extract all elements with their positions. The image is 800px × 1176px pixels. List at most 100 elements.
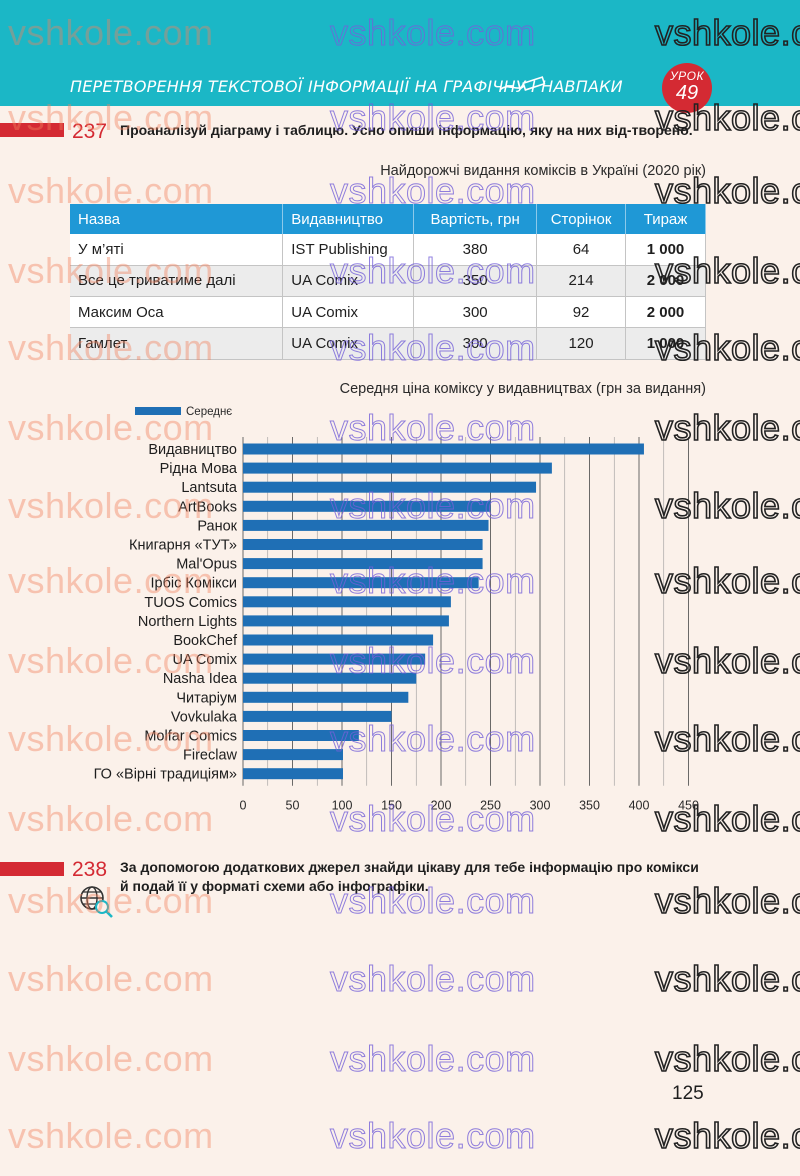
watermark: vshkole.com: [654, 1037, 800, 1080]
bar-chart: 0 50 100 150 200 250 300 350 400 450 Видавництво Рі…: [94, 406, 699, 813]
table-header-row: Назва Видавництво Вартість, грн Сторінок…: [70, 204, 706, 234]
category-label: BookChef: [173, 633, 238, 649]
category-label: Ранок: [197, 518, 237, 534]
table-cell: 1 000: [625, 327, 706, 360]
watermark: vshkole.com: [330, 1038, 536, 1080]
bar: [243, 672, 417, 684]
category-label: Nasha Idea: [163, 671, 238, 687]
task-238-number: 238: [72, 858, 108, 881]
x-tick-label: 450: [678, 799, 699, 813]
task-237-marker: [0, 123, 64, 137]
category-label: Vovkulaka: [171, 709, 238, 725]
table-title: Найдорожчі видання коміксів в Україні (2…: [380, 163, 706, 179]
category-label: Molfar Comics: [144, 729, 237, 745]
bar: [243, 481, 537, 493]
table-cell: IST Publishing: [282, 234, 415, 266]
category-label: Книгарня «ТУТ»: [129, 538, 237, 554]
category-label: Northern Lights: [138, 614, 237, 630]
category-label: TUOS Comics: [144, 595, 237, 611]
page-number: 125: [672, 1083, 704, 1104]
column-header: Сторінок: [536, 204, 627, 234]
table-cell: UA Comix: [282, 327, 415, 360]
watermark: vshkole.com: [330, 1115, 536, 1157]
legend-label: Середнє: [186, 406, 232, 418]
bar: [243, 768, 343, 780]
watermark: vshkole.com: [8, 1115, 214, 1156]
table-row: У м’яті IST Publishing 380 64 1 000: [70, 234, 706, 266]
category-label: Lantsuta: [181, 480, 238, 496]
bar: [243, 500, 491, 512]
table-row: Все це триватиме далі UA Comix 350 214 2…: [70, 265, 706, 298]
column-header: Вартість, грн: [413, 204, 538, 234]
table-cell: 300: [413, 327, 538, 360]
category-label: Fireclaw: [183, 748, 238, 764]
category-label: Видавництво: [148, 442, 237, 458]
table-row: Гамлет UA Comix 300 120 1 000: [70, 327, 706, 360]
bar: [243, 462, 552, 474]
x-tick-label: 300: [530, 799, 551, 813]
x-tick-label: 50: [286, 799, 300, 813]
category-label: UA Comix: [173, 652, 238, 668]
table-row: Максим Оса UA Comix 300 92 2 000: [70, 296, 706, 329]
table-cell: 1 000: [625, 234, 706, 266]
table-cell: Все це триватиме далі: [70, 265, 284, 298]
watermark: vshkole.com: [8, 1038, 214, 1079]
bar: [243, 577, 479, 589]
bar: [243, 710, 392, 722]
bar: [243, 730, 359, 741]
task-238-marker: [0, 862, 64, 876]
watermark: vshkole.com: [8, 958, 214, 999]
column-header: Тираж: [625, 204, 706, 234]
table-cell: UA Comix: [282, 265, 415, 298]
bar: [243, 653, 426, 665]
bar: [243, 519, 489, 531]
table-cell: 380: [413, 234, 538, 266]
bar: [243, 615, 449, 627]
category-label: ArtBooks: [178, 499, 237, 515]
watermark: vshkole.com: [654, 957, 800, 1000]
bar: [243, 749, 343, 761]
bar: [243, 443, 644, 455]
x-tick-label: 150: [381, 799, 402, 813]
table-cell: 300: [413, 296, 538, 329]
comics-table: Назва Видавництво Вартість, грн Сторінок…: [70, 204, 706, 360]
lesson-number: 49: [675, 82, 699, 104]
bar: [243, 596, 451, 608]
category-label: ГО «Вірні традиціям»: [94, 767, 237, 783]
table-cell: UA Comix: [282, 296, 415, 329]
table-cell: 64: [536, 234, 627, 266]
pencil-icon: [499, 76, 546, 91]
lesson-badge: УРОК 49: [662, 63, 712, 113]
section-title: ПЕРЕТВОРЕННЯ ТЕКСТОВОЇ ІНФОРМАЦІЇ НА ГРА…: [70, 77, 623, 96]
bar: [243, 691, 409, 703]
category-label: Рідна Мова: [160, 461, 238, 477]
lesson-word: УРОК: [669, 69, 705, 83]
bar: [243, 539, 483, 550]
table-cell: 2 000: [625, 265, 706, 298]
table-cell: 214: [536, 265, 627, 298]
x-tick-label: 250: [480, 799, 501, 813]
watermark: vshkole.com: [330, 958, 536, 1000]
category-label: Mal'Opus: [176, 557, 237, 573]
globe-search-icon: [80, 886, 113, 918]
task-237-number: 237: [72, 120, 108, 143]
x-tick-label: 0: [240, 799, 247, 813]
chart-title: Середня ціна коміксу у видавництвах (грн…: [339, 381, 706, 397]
bar: [243, 634, 434, 646]
table-cell: 120: [536, 327, 627, 360]
legend-swatch: [135, 407, 181, 415]
task-237-text: Проаналізуй діаграму і таблицю. Усно опи…: [120, 122, 693, 138]
category-label: Ірбіс Комікси: [151, 576, 237, 592]
table-cell: У м’яті: [70, 234, 284, 266]
x-tick-label: 200: [431, 799, 452, 813]
bar: [243, 558, 483, 570]
table-cell: 350: [413, 265, 538, 298]
table-cell: Максим Оса: [70, 296, 284, 329]
watermark: vshkole.com: [654, 1114, 800, 1157]
page-header: ПЕРЕТВОРЕННЯ ТЕКСТОВОЇ ІНФОРМАЦІЇ НА ГРА…: [0, 0, 800, 113]
task-238-text: За допомогою додаткових джерел знайди ці…: [120, 859, 699, 894]
column-header: Видавництво: [282, 204, 415, 234]
category-label: Читаріум: [176, 690, 237, 706]
table-cell: 92: [536, 296, 627, 329]
table-cell: 2 000: [625, 296, 706, 329]
